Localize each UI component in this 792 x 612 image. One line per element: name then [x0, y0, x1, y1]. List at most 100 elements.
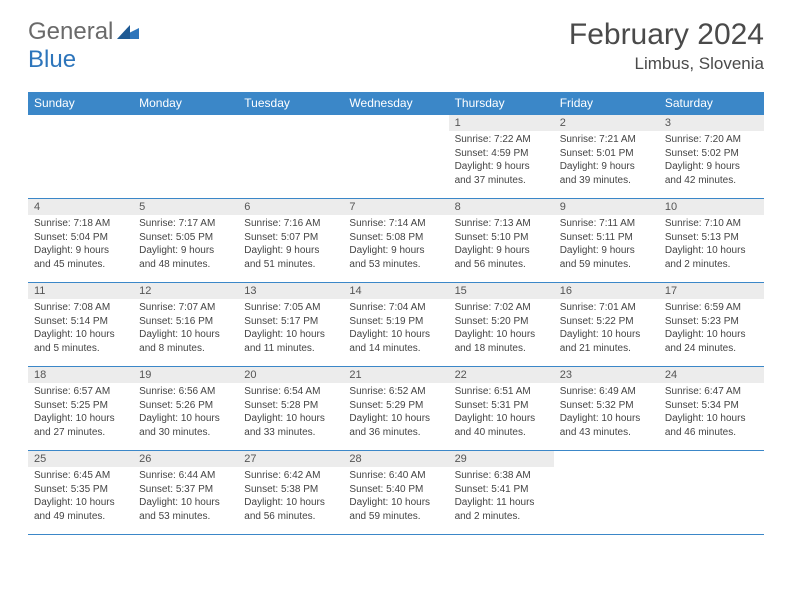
- page-header: GeneralBlue February 2024 Limbus, Sloven…: [28, 18, 764, 74]
- day-details: Sunrise: 7:14 AMSunset: 5:08 PMDaylight:…: [343, 215, 448, 275]
- calendar-cell: 18Sunrise: 6:57 AMSunset: 5:25 PMDayligh…: [28, 367, 133, 451]
- calendar-cell: 28Sunrise: 6:40 AMSunset: 5:40 PMDayligh…: [343, 451, 448, 535]
- day-number: 27: [238, 451, 343, 467]
- day-number: 4: [28, 199, 133, 215]
- calendar-head: SundayMondayTuesdayWednesdayThursdayFrid…: [28, 92, 764, 115]
- day-number: 18: [28, 367, 133, 383]
- day-number: 26: [133, 451, 238, 467]
- calendar-table: SundayMondayTuesdayWednesdayThursdayFrid…: [28, 92, 764, 535]
- day-number: 6: [238, 199, 343, 215]
- brand-logo: GeneralBlue: [28, 18, 139, 74]
- day-details: Sunrise: 6:57 AMSunset: 5:25 PMDaylight:…: [28, 383, 133, 443]
- title-block: February 2024 Limbus, Slovenia: [569, 18, 764, 74]
- day-header: Friday: [554, 92, 659, 115]
- day-number: 20: [238, 367, 343, 383]
- calendar-body: 1Sunrise: 7:22 AMSunset: 4:59 PMDaylight…: [28, 115, 764, 535]
- day-number: 10: [659, 199, 764, 215]
- calendar-cell: 16Sunrise: 7:01 AMSunset: 5:22 PMDayligh…: [554, 283, 659, 367]
- calendar-cell: 17Sunrise: 6:59 AMSunset: 5:23 PMDayligh…: [659, 283, 764, 367]
- calendar-cell: 3Sunrise: 7:20 AMSunset: 5:02 PMDaylight…: [659, 115, 764, 199]
- day-header: Monday: [133, 92, 238, 115]
- calendar-cell: 20Sunrise: 6:54 AMSunset: 5:28 PMDayligh…: [238, 367, 343, 451]
- day-details: Sunrise: 7:18 AMSunset: 5:04 PMDaylight:…: [28, 215, 133, 275]
- day-details: Sunrise: 7:21 AMSunset: 5:01 PMDaylight:…: [554, 131, 659, 191]
- day-number: 25: [28, 451, 133, 467]
- calendar-row: 18Sunrise: 6:57 AMSunset: 5:25 PMDayligh…: [28, 367, 764, 451]
- day-details: Sunrise: 6:49 AMSunset: 5:32 PMDaylight:…: [554, 383, 659, 443]
- day-details: Sunrise: 6:59 AMSunset: 5:23 PMDaylight:…: [659, 299, 764, 359]
- day-number: 12: [133, 283, 238, 299]
- day-details: Sunrise: 6:54 AMSunset: 5:28 PMDaylight:…: [238, 383, 343, 443]
- day-details: Sunrise: 7:02 AMSunset: 5:20 PMDaylight:…: [449, 299, 554, 359]
- day-number: 14: [343, 283, 448, 299]
- calendar-cell: 25Sunrise: 6:45 AMSunset: 5:35 PMDayligh…: [28, 451, 133, 535]
- calendar-cell: [659, 451, 764, 535]
- day-details: Sunrise: 7:05 AMSunset: 5:17 PMDaylight:…: [238, 299, 343, 359]
- day-header: Saturday: [659, 92, 764, 115]
- calendar-row: 11Sunrise: 7:08 AMSunset: 5:14 PMDayligh…: [28, 283, 764, 367]
- calendar-cell: 9Sunrise: 7:11 AMSunset: 5:11 PMDaylight…: [554, 199, 659, 283]
- calendar-cell: 13Sunrise: 7:05 AMSunset: 5:17 PMDayligh…: [238, 283, 343, 367]
- day-header: Thursday: [449, 92, 554, 115]
- day-details: Sunrise: 7:16 AMSunset: 5:07 PMDaylight:…: [238, 215, 343, 275]
- day-number: 5: [133, 199, 238, 215]
- brand-part2: Blue: [28, 46, 76, 73]
- calendar-cell: 12Sunrise: 7:07 AMSunset: 5:16 PMDayligh…: [133, 283, 238, 367]
- day-number: 23: [554, 367, 659, 383]
- calendar-cell: [28, 115, 133, 199]
- calendar-cell: 23Sunrise: 6:49 AMSunset: 5:32 PMDayligh…: [554, 367, 659, 451]
- calendar-cell: 5Sunrise: 7:17 AMSunset: 5:05 PMDaylight…: [133, 199, 238, 283]
- day-details: Sunrise: 6:56 AMSunset: 5:26 PMDaylight:…: [133, 383, 238, 443]
- calendar-cell: 1Sunrise: 7:22 AMSunset: 4:59 PMDaylight…: [449, 115, 554, 199]
- calendar-row: 1Sunrise: 7:22 AMSunset: 4:59 PMDaylight…: [28, 115, 764, 199]
- day-number: 2: [554, 115, 659, 131]
- day-details: Sunrise: 7:13 AMSunset: 5:10 PMDaylight:…: [449, 215, 554, 275]
- calendar-cell: 2Sunrise: 7:21 AMSunset: 5:01 PMDaylight…: [554, 115, 659, 199]
- calendar-cell: [554, 451, 659, 535]
- day-number: 21: [343, 367, 448, 383]
- day-number: 8: [449, 199, 554, 215]
- calendar-cell: 7Sunrise: 7:14 AMSunset: 5:08 PMDaylight…: [343, 199, 448, 283]
- location-label: Limbus, Slovenia: [569, 54, 764, 74]
- calendar-row: 4Sunrise: 7:18 AMSunset: 5:04 PMDaylight…: [28, 199, 764, 283]
- calendar-cell: 8Sunrise: 7:13 AMSunset: 5:10 PMDaylight…: [449, 199, 554, 283]
- day-details: Sunrise: 7:01 AMSunset: 5:22 PMDaylight:…: [554, 299, 659, 359]
- calendar-cell: 11Sunrise: 7:08 AMSunset: 5:14 PMDayligh…: [28, 283, 133, 367]
- day-details: Sunrise: 6:38 AMSunset: 5:41 PMDaylight:…: [449, 467, 554, 527]
- day-number: 3: [659, 115, 764, 131]
- calendar-row: 25Sunrise: 6:45 AMSunset: 5:35 PMDayligh…: [28, 451, 764, 535]
- day-details: Sunrise: 7:11 AMSunset: 5:11 PMDaylight:…: [554, 215, 659, 275]
- calendar-cell: [238, 115, 343, 199]
- day-details: Sunrise: 6:47 AMSunset: 5:34 PMDaylight:…: [659, 383, 764, 443]
- day-details: Sunrise: 7:22 AMSunset: 4:59 PMDaylight:…: [449, 131, 554, 191]
- day-details: Sunrise: 6:51 AMSunset: 5:31 PMDaylight:…: [449, 383, 554, 443]
- page-title: February 2024: [569, 18, 764, 52]
- calendar-cell: [133, 115, 238, 199]
- calendar-cell: 26Sunrise: 6:44 AMSunset: 5:37 PMDayligh…: [133, 451, 238, 535]
- day-details: Sunrise: 6:44 AMSunset: 5:37 PMDaylight:…: [133, 467, 238, 527]
- day-details: Sunrise: 7:08 AMSunset: 5:14 PMDaylight:…: [28, 299, 133, 359]
- day-details: Sunrise: 7:17 AMSunset: 5:05 PMDaylight:…: [133, 215, 238, 275]
- day-number: 15: [449, 283, 554, 299]
- calendar-cell: 4Sunrise: 7:18 AMSunset: 5:04 PMDaylight…: [28, 199, 133, 283]
- day-number: 19: [133, 367, 238, 383]
- day-details: Sunrise: 7:07 AMSunset: 5:16 PMDaylight:…: [133, 299, 238, 359]
- calendar-cell: 15Sunrise: 7:02 AMSunset: 5:20 PMDayligh…: [449, 283, 554, 367]
- day-number: 7: [343, 199, 448, 215]
- day-number: 28: [343, 451, 448, 467]
- day-number: 24: [659, 367, 764, 383]
- day-number: 17: [659, 283, 764, 299]
- calendar-cell: [343, 115, 448, 199]
- day-number: 9: [554, 199, 659, 215]
- brand-part1: General: [28, 18, 113, 45]
- day-number: 11: [28, 283, 133, 299]
- calendar-cell: 6Sunrise: 7:16 AMSunset: 5:07 PMDaylight…: [238, 199, 343, 283]
- brand-mark-icon: [117, 18, 139, 46]
- day-number: 16: [554, 283, 659, 299]
- day-details: Sunrise: 6:52 AMSunset: 5:29 PMDaylight:…: [343, 383, 448, 443]
- day-number: 29: [449, 451, 554, 467]
- day-details: Sunrise: 7:10 AMSunset: 5:13 PMDaylight:…: [659, 215, 764, 275]
- calendar-cell: 10Sunrise: 7:10 AMSunset: 5:13 PMDayligh…: [659, 199, 764, 283]
- day-header: Tuesday: [238, 92, 343, 115]
- day-details: Sunrise: 6:40 AMSunset: 5:40 PMDaylight:…: [343, 467, 448, 527]
